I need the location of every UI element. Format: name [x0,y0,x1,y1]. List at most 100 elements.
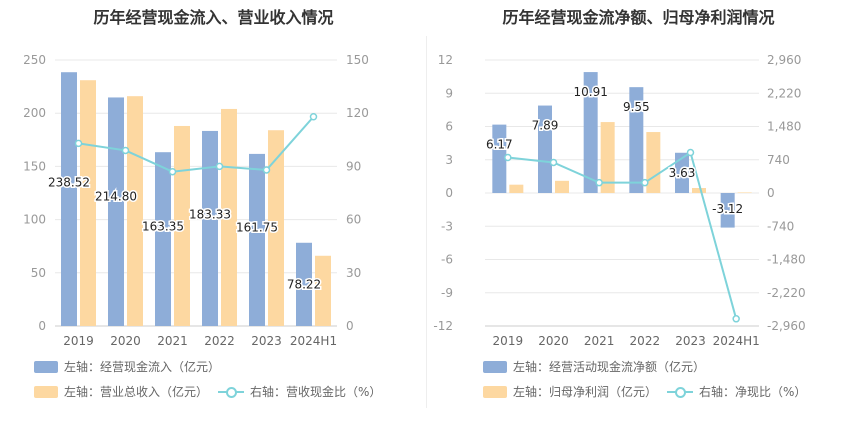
bar-series-2 [174,125,190,326]
legend-swatch-blue [483,360,507,373]
line-point [74,139,83,148]
line-point [121,146,130,155]
chart-plot-area: 250 200 150 100 50 0 150 120 90 60 30 0 2019 2020 2021… [23,53,369,348]
bar-data-label: 183.33 [189,208,231,222]
chart-panel-netcash-profit: 历年经营现金流净额、归母净利润情况 12 9 6 3 0 -3 -6 -9 -12 2,960 2,… [427,0,850,437]
line-point [168,167,177,176]
left-axis-tick-label: 200 [23,106,46,120]
left-axis-tick-label: 0 [445,186,453,200]
x-axis-tick-label: 2024H1 [290,334,337,348]
bar-data-label: 6.17 [486,138,513,152]
bar-series-1 [675,152,689,193]
legend-swatch-yellow [483,385,507,398]
legend-swatch-line [667,386,693,398]
x-axis-tick-label: 2024H1 [713,334,760,348]
bar-data-label: 10.91 [573,85,607,99]
right-axis-tick-label: 0 [346,319,354,333]
chart-panel-cashflow-revenue: 历年经营现金流入、营业收入情况 250 200 150 100 50 0 150 120 90 6… [23,8,381,400]
bar-data-label: 161.75 [236,220,278,234]
line-series [507,150,738,320]
bar-series-2 [127,96,143,327]
left-axis-tick-label: -12 [433,319,453,333]
bar-series-2 [737,192,752,193]
line-point [686,148,695,157]
left-axis-tick-label: -6 [441,253,453,267]
legend-item-net-profit[interactable]: 左轴：归母净利润（亿元） [483,383,657,400]
line-series [78,116,315,173]
bar-series-1 [629,87,644,193]
right-axis-tick-label: 740 [767,153,790,167]
line-point [549,158,558,167]
bar-series-1 [108,97,124,327]
bar-series-1 [202,130,218,326]
bar-series-2 [555,180,569,193]
bar-series-2 [268,130,284,326]
legend-label: 左轴：营业总收入（亿元） [64,385,209,399]
bar-data-label: -3.12 [712,202,743,216]
bar-series-1 [720,193,735,228]
panel-divider [426,36,427,408]
bar-series-2 [80,80,96,326]
x-axis-tick-label: 2023 [251,334,282,348]
right-axis-tick-label: 150 [346,53,369,67]
bar-series-2 [600,122,615,193]
right-axis-tick-label: -740 [767,219,794,233]
bar-data-label: 214.80 [95,189,137,203]
x-axis-tick-label: 2021 [157,334,188,348]
chart-title: 历年经营现金流入、营业收入情况 [93,8,334,27]
legend-item-cash-inflow[interactable]: 左轴：经营现金流入（亿元） [34,358,220,375]
x-axis-tick-label: 2019 [493,334,524,348]
bar-series-2 [221,108,237,326]
chart-title: 历年经营现金流净额、归母净利润情况 [502,8,775,27]
left-axis-tick-label: -9 [441,286,453,300]
right-axis-tick-label: 2,220 [767,86,801,100]
bar-data-label: 78.22 [287,278,321,292]
right-axis-tick-label: 120 [346,106,369,120]
x-axis-tick-label: 2020 [110,334,141,348]
left-axis-tick-label: 0 [38,319,46,333]
bar-series-1 [61,72,77,326]
legend-item-revenue[interactable]: 左轴：营业总收入（亿元） [34,383,208,400]
legend-label: 左轴：归母净利润（亿元） [513,385,658,399]
line-point [595,178,603,187]
right-axis-tick-label: 0 [767,186,775,200]
line-point [309,112,318,121]
bar-series-2 [509,184,524,193]
bar-data-label: 7.89 [532,119,559,133]
right-axis-tick-label: 60 [346,213,361,227]
legend-label: 左轴：经营现金流入（亿元） [64,360,221,374]
x-axis-tick-label: 2022 [630,334,661,348]
x-axis-tick-label: 2022 [204,334,235,348]
line-point [215,162,224,171]
legend-item-net-cash[interactable]: 左轴：经营活动现金流净额（亿元） [483,358,705,375]
right-axis-tick-label: 90 [346,159,361,173]
right-axis-tick-label: -2,960 [767,319,806,333]
left-axis-tick-label: 6 [445,120,453,134]
bar-series-1 [155,152,171,326]
left-axis-tick-label: 50 [31,266,46,280]
bar-series-2 [646,132,661,193]
bar-series-1 [249,153,265,326]
legend-swatch-line [218,386,244,398]
legend-swatch-blue [34,360,58,373]
chart-plot-area: 12 9 6 3 0 -3 -6 -9 -12 2,960 2,220 1,480 740 0 -740 -1… [433,53,806,348]
left-axis-tick-label: 250 [23,53,46,67]
right-axis-tick-label: 1,480 [767,120,801,134]
left-axis-tick-label: 100 [23,213,46,227]
left-axis-tick-label: 9 [445,86,453,100]
legend-label: 右轴：营收现金比（%） [250,385,382,399]
left-axis-tick-label: -3 [441,219,453,233]
left-axis-tick-label: 150 [23,159,46,173]
bar-data-label: 9.55 [623,100,650,114]
legend-item-net-cash-ratio[interactable]: 右轴：净现比（%） [667,383,806,400]
bar-series-2 [692,188,706,193]
x-axis-tick-label: 2021 [584,334,615,348]
bar-series-1 [583,72,598,193]
line-point [262,166,271,174]
bar-data-label: 163.35 [142,219,184,233]
left-axis-tick-label: 12 [438,53,453,67]
legend-item-ratio[interactable]: 右轴：营收现金比（%） [218,383,381,400]
right-axis-tick-label: 30 [346,266,361,280]
bar-data-label: 3.63 [669,166,696,180]
right-axis-tick-label: -2,220 [767,286,806,300]
